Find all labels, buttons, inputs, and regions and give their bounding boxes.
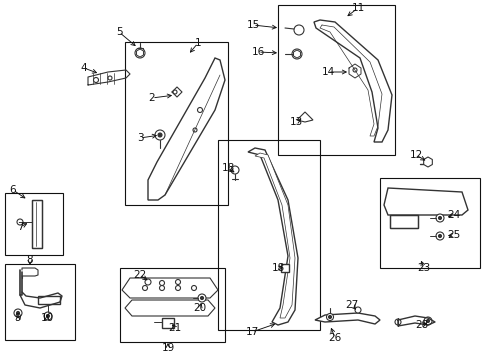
Text: 26: 26 <box>328 333 342 343</box>
Circle shape <box>94 77 98 82</box>
Circle shape <box>143 285 147 291</box>
Text: 13: 13 <box>290 117 303 127</box>
Circle shape <box>292 49 302 59</box>
Polygon shape <box>122 278 218 298</box>
Polygon shape <box>148 58 225 200</box>
Text: 22: 22 <box>133 270 147 280</box>
Circle shape <box>355 307 361 313</box>
Text: 3: 3 <box>137 133 143 143</box>
Circle shape <box>17 219 23 225</box>
Circle shape <box>198 294 206 302</box>
Text: 18: 18 <box>271 263 285 273</box>
Circle shape <box>145 279 151 285</box>
Circle shape <box>108 76 112 80</box>
Text: 12: 12 <box>409 150 423 160</box>
Text: 15: 15 <box>246 20 260 30</box>
Bar <box>120 268 225 342</box>
Text: 7: 7 <box>17 222 24 232</box>
Circle shape <box>424 317 432 325</box>
Bar <box>218 140 320 330</box>
Circle shape <box>175 279 180 284</box>
Text: 11: 11 <box>351 3 365 13</box>
Text: 23: 23 <box>417 263 431 273</box>
Text: 1: 1 <box>195 38 201 48</box>
Text: 2: 2 <box>148 93 155 103</box>
Bar <box>281 264 289 272</box>
Circle shape <box>175 285 180 291</box>
Polygon shape <box>314 20 392 142</box>
Circle shape <box>135 48 145 58</box>
Polygon shape <box>294 50 300 58</box>
Circle shape <box>44 312 52 320</box>
Circle shape <box>193 128 197 132</box>
Text: 28: 28 <box>416 320 429 330</box>
Bar <box>32 200 42 248</box>
Polygon shape <box>255 153 295 318</box>
Text: 8: 8 <box>26 255 33 265</box>
Polygon shape <box>137 49 144 57</box>
Polygon shape <box>384 188 468 215</box>
Text: 6: 6 <box>10 185 16 195</box>
Circle shape <box>436 232 444 240</box>
Bar <box>162 318 174 328</box>
Text: 25: 25 <box>447 230 461 240</box>
Circle shape <box>439 234 441 238</box>
Bar <box>380 178 480 268</box>
Circle shape <box>160 285 165 291</box>
Text: 9: 9 <box>15 313 21 323</box>
Circle shape <box>155 130 165 140</box>
Text: 20: 20 <box>194 303 207 313</box>
Circle shape <box>426 320 430 323</box>
Circle shape <box>173 90 177 94</box>
Bar <box>125 42 228 205</box>
Text: 24: 24 <box>447 210 461 220</box>
Circle shape <box>14 309 22 317</box>
Text: 18: 18 <box>221 163 235 173</box>
Polygon shape <box>297 112 313 122</box>
Circle shape <box>192 285 196 291</box>
Polygon shape <box>315 313 380 324</box>
Text: 21: 21 <box>169 323 182 333</box>
Circle shape <box>395 319 401 325</box>
Circle shape <box>439 216 441 220</box>
Circle shape <box>353 68 357 72</box>
Circle shape <box>328 315 332 319</box>
Circle shape <box>231 166 239 174</box>
Bar <box>5 264 75 340</box>
Circle shape <box>160 280 165 285</box>
Circle shape <box>436 214 444 222</box>
Circle shape <box>200 297 203 300</box>
Circle shape <box>197 108 202 113</box>
Text: 5: 5 <box>116 27 122 37</box>
Bar <box>278 5 395 155</box>
Text: 27: 27 <box>345 300 359 310</box>
Polygon shape <box>248 148 298 325</box>
Circle shape <box>47 315 49 318</box>
Text: 19: 19 <box>161 343 174 353</box>
Circle shape <box>294 25 304 35</box>
Bar <box>38 296 60 304</box>
Polygon shape <box>424 157 432 167</box>
Circle shape <box>326 314 334 320</box>
Bar <box>390 215 418 228</box>
Circle shape <box>17 311 20 315</box>
Text: 10: 10 <box>41 313 53 323</box>
Polygon shape <box>125 300 215 316</box>
Circle shape <box>158 133 162 137</box>
Text: 17: 17 <box>245 327 259 337</box>
Text: 4: 4 <box>81 63 87 73</box>
Bar <box>5 193 63 255</box>
Text: 14: 14 <box>321 67 335 77</box>
Text: 16: 16 <box>251 47 265 57</box>
